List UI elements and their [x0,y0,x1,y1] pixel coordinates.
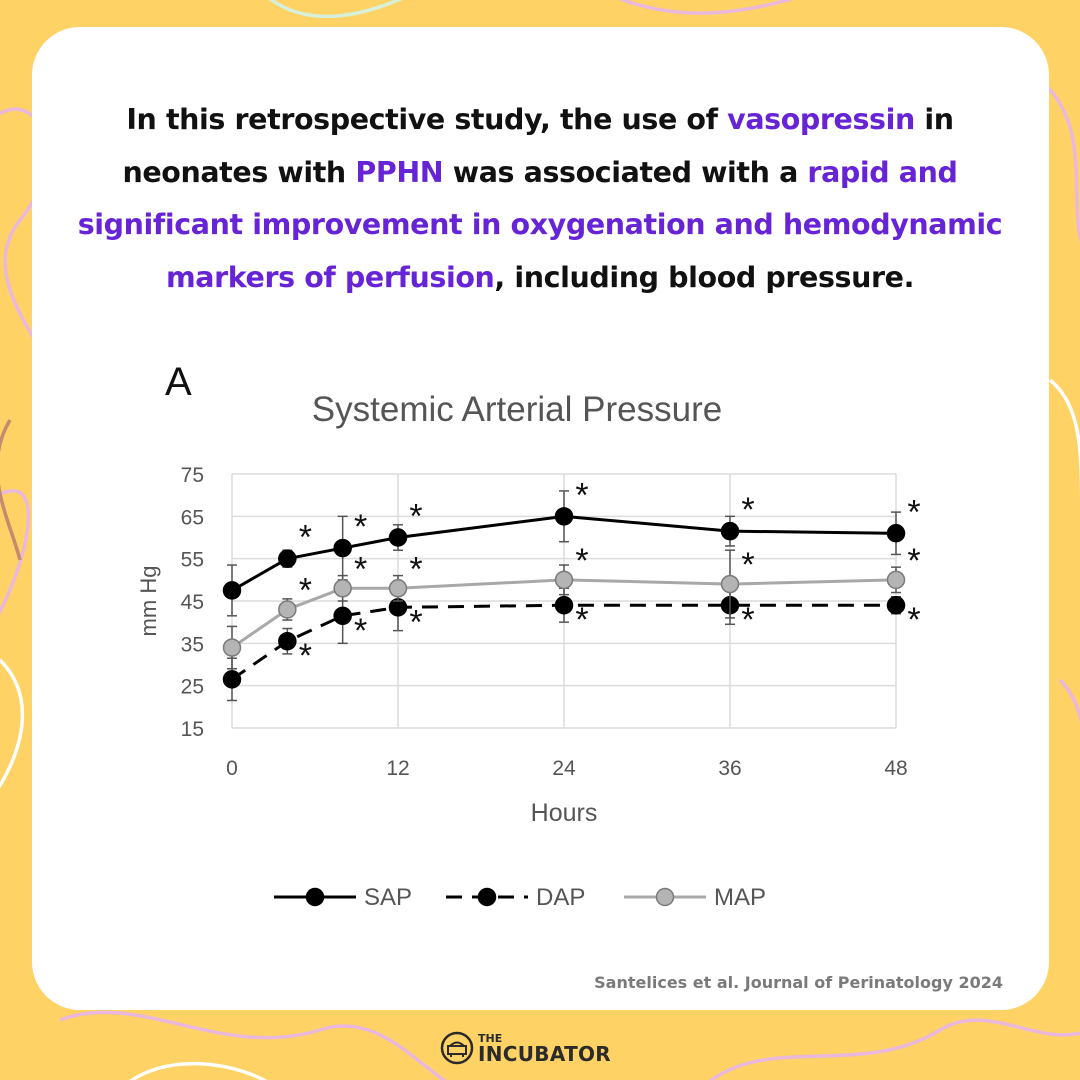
chart-legend: SAP DAP MAP [274,884,766,911]
headline-highlight-vasopressin: vasopressin [727,103,915,136]
sap-point [886,524,906,543]
sap-significance-marker: * [299,519,312,557]
headline-text-4: , including blood pressure. [494,260,915,294]
sap-point [222,581,242,600]
dap-significance-marker: * [575,601,588,639]
dap-point [333,606,352,626]
x-tick-label: 36 [718,757,741,780]
legend-sap-label: SAP [364,884,412,911]
sap-point [278,549,297,568]
map-point [278,600,297,619]
sap-significance-marker: * [741,491,754,529]
headline: In this retrospective study, the use of … [62,94,1018,304]
dap-point [554,595,574,615]
y-tick-label: 65 [181,506,204,529]
sap-point [333,538,352,558]
map-point [222,638,242,657]
map-point [886,570,906,590]
legend-sap: SAP [274,884,412,911]
dap-significance-marker: * [409,603,422,641]
y-tick-label: 25 [181,676,204,699]
y-tick-label: 45 [181,591,204,614]
map-significance-marker: * [575,542,588,580]
y-tick-label: 15 [181,718,204,741]
sap-point [554,507,574,526]
sap-significance-marker: * [409,498,422,536]
headline-text-1: In this retrospective study, the use of [126,103,728,136]
map-significance-marker: * [354,550,367,588]
x-tick-label: 24 [552,757,576,780]
chart-panel-label: A [165,360,192,404]
legend-map-label: MAP [714,884,766,911]
sap-significance-marker: * [354,508,367,546]
x-tick-label: 12 [386,757,409,780]
headline-text-2: in neonates with [122,103,954,189]
y-tick-label: 55 [181,549,204,572]
y-axis-label: mm Hg [136,566,161,637]
legend-dap-label: DAP [536,884,585,911]
chart-title: Systemic Arterial Pressure [312,390,722,429]
dap-significance-marker: * [907,601,920,639]
x-tick-label: 48 [884,757,907,780]
map-point [333,579,352,598]
x-tick-label: 0 [226,757,238,780]
x-axis-label: Hours [531,799,598,827]
headline-text-3: was associated with a [443,155,808,189]
map-significance-marker: * [409,550,422,588]
legend-dap: DAP [446,884,585,911]
headline-highlight-outcome: rapid and significant improvement in oxy… [77,155,1003,294]
dap-significance-marker: * [741,601,754,639]
chart-series: * * * * * * * * * * * * * * * * * * [222,476,921,702]
sap-point [388,528,408,547]
dap-significance-marker: * [299,637,312,675]
map-point [554,570,574,590]
legend-map-marker [655,887,675,907]
sap-significance-marker: * [907,493,920,531]
map-significance-marker: * [299,571,312,609]
incubator-icon [440,1031,474,1065]
sap-significance-marker: * [575,476,588,514]
logo-the: THE [478,1031,503,1045]
headline-highlight-pphn: PPHN [355,155,444,189]
map-point [388,579,408,598]
legend-sap-marker [305,887,325,907]
citation: Santelices et al. Journal of Perinatolog… [594,973,1003,992]
legend-dap-marker [477,887,497,907]
map-series: * * * * * * [222,542,921,670]
dap-point [886,595,906,615]
map-significance-marker: * [741,546,754,584]
chart-axes: 15 25 35 45 55 65 75 0 12 24 36 48 [181,464,908,780]
logo-name: INCUBATOR [478,1041,612,1066]
dap-point [278,631,297,651]
y-tick-label: 75 [181,464,204,487]
sap-point [720,521,740,541]
dap-point [222,670,242,689]
brand-logo: THE INCUBATOR [440,1028,611,1068]
map-point [720,574,740,594]
dap-significance-marker: * [354,612,367,650]
legend-map: MAP [624,884,766,911]
y-tick-label: 35 [181,633,204,656]
map-significance-marker: * [907,542,920,580]
sap-series: * * * * * * [222,476,921,617]
